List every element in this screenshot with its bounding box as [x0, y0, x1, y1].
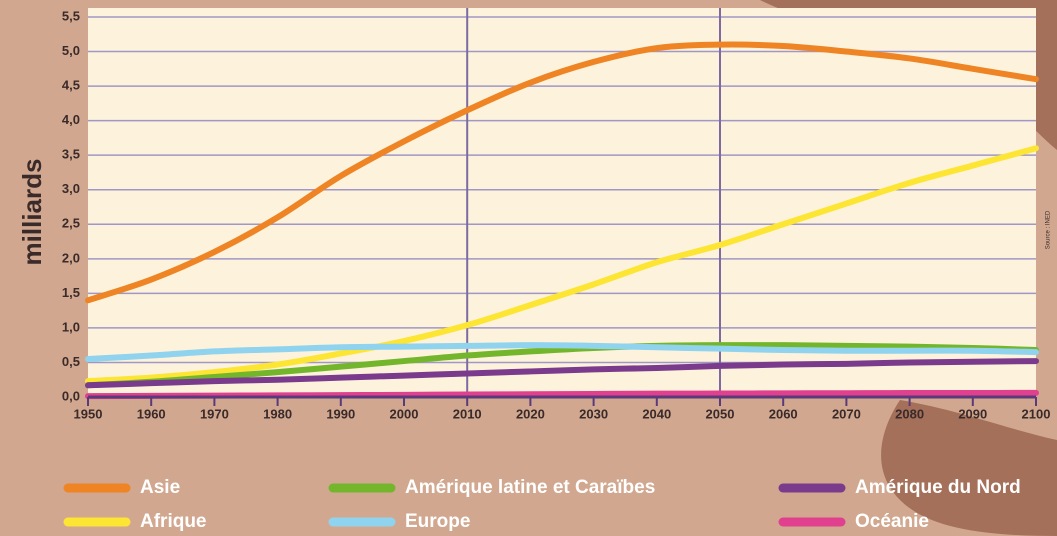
decoration	[881, 400, 1057, 536]
x-tick-label: 2080	[895, 406, 924, 421]
y-tick-label: 4,0	[62, 112, 80, 127]
x-tick-label: 1990	[326, 406, 355, 421]
y-tick-label: 2,5	[62, 216, 80, 231]
line-series	[85, 41, 1039, 304]
legend-label: Océanie	[855, 511, 929, 532]
source: Source : INED	[1046, 210, 1052, 249]
x-tick-label: 2050	[706, 406, 735, 421]
y-tick-label: 4,5	[62, 78, 80, 93]
plot-area	[88, 8, 1036, 397]
y-axis-label: milliards	[17, 159, 47, 266]
legend-label: Amérique latine et Caraïbes	[405, 477, 655, 498]
y-tick-label: 0,0	[62, 388, 80, 403]
legend-label: Amérique du Nord	[855, 477, 1021, 498]
line-series	[85, 145, 1039, 385]
x-tick-label: 2100	[1022, 406, 1051, 421]
legend-label: Asie	[140, 477, 180, 498]
y-tick-label: 3,5	[62, 147, 80, 162]
y-tick-label: 5,5	[62, 8, 80, 23]
line-series	[85, 342, 1039, 389]
y-tick-label: 2,0	[62, 250, 80, 265]
x-tick-label: 2010	[453, 406, 482, 421]
legend-label: Europe	[405, 511, 470, 532]
x-tick-label: 1970	[200, 406, 229, 421]
line-series	[85, 342, 1039, 362]
x-tick-label: 1980	[263, 406, 292, 421]
y-tick-label: 1,5	[62, 285, 80, 300]
y-tick-label: 5,0	[62, 43, 80, 58]
y-tick-label: 1,0	[62, 319, 80, 334]
x-tick-label: 2070	[832, 406, 861, 421]
x-tick-label: 2090	[958, 406, 987, 421]
legend-label: Afrique	[140, 511, 207, 532]
y-tick-label: 3,0	[62, 181, 80, 196]
x-tick-label: 2020	[516, 406, 545, 421]
x-tick-label: 2060	[769, 406, 798, 421]
x-tick-label: 2030	[579, 406, 608, 421]
x-tick-label: 1950	[74, 406, 103, 421]
x-tick-label: 2000	[390, 406, 419, 421]
y-tick-label: 0,5	[62, 354, 80, 369]
line-series	[85, 358, 1039, 389]
x-tick-label: 1960	[137, 406, 166, 421]
x-tick-label: 2040	[642, 406, 671, 421]
